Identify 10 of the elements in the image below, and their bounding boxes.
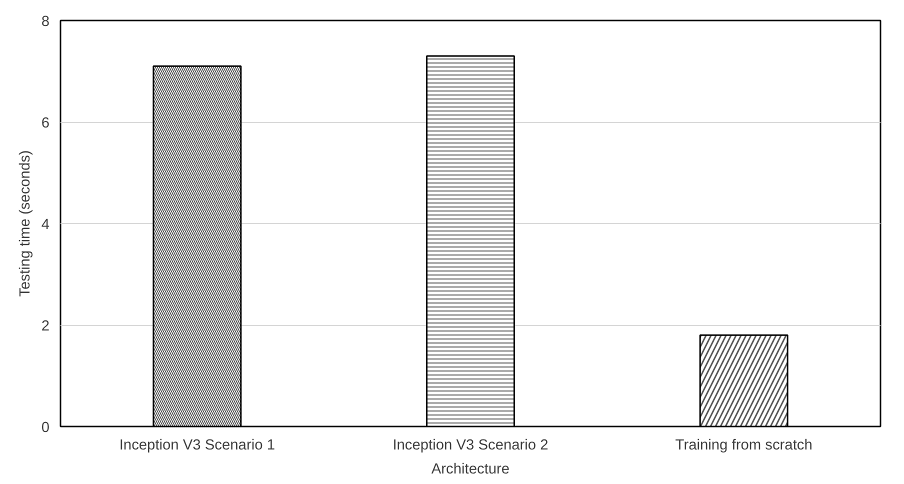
y-tick-label: 2 xyxy=(41,318,50,334)
x-tick-label: Inception V3 Scenario 2 xyxy=(392,438,548,454)
y-axis-title: Testing time (seconds) xyxy=(17,150,34,297)
x-axis-title: Architecture xyxy=(431,462,510,478)
x-tick-label: Training from scratch xyxy=(675,438,812,454)
y-tick-label: 4 xyxy=(41,217,50,233)
y-tick-label: 0 xyxy=(41,420,50,436)
y-tick-label: 6 xyxy=(41,116,50,132)
y-tick-label: 8 xyxy=(41,14,50,30)
x-tick-label: Inception V3 Scenario 1 xyxy=(119,438,275,454)
